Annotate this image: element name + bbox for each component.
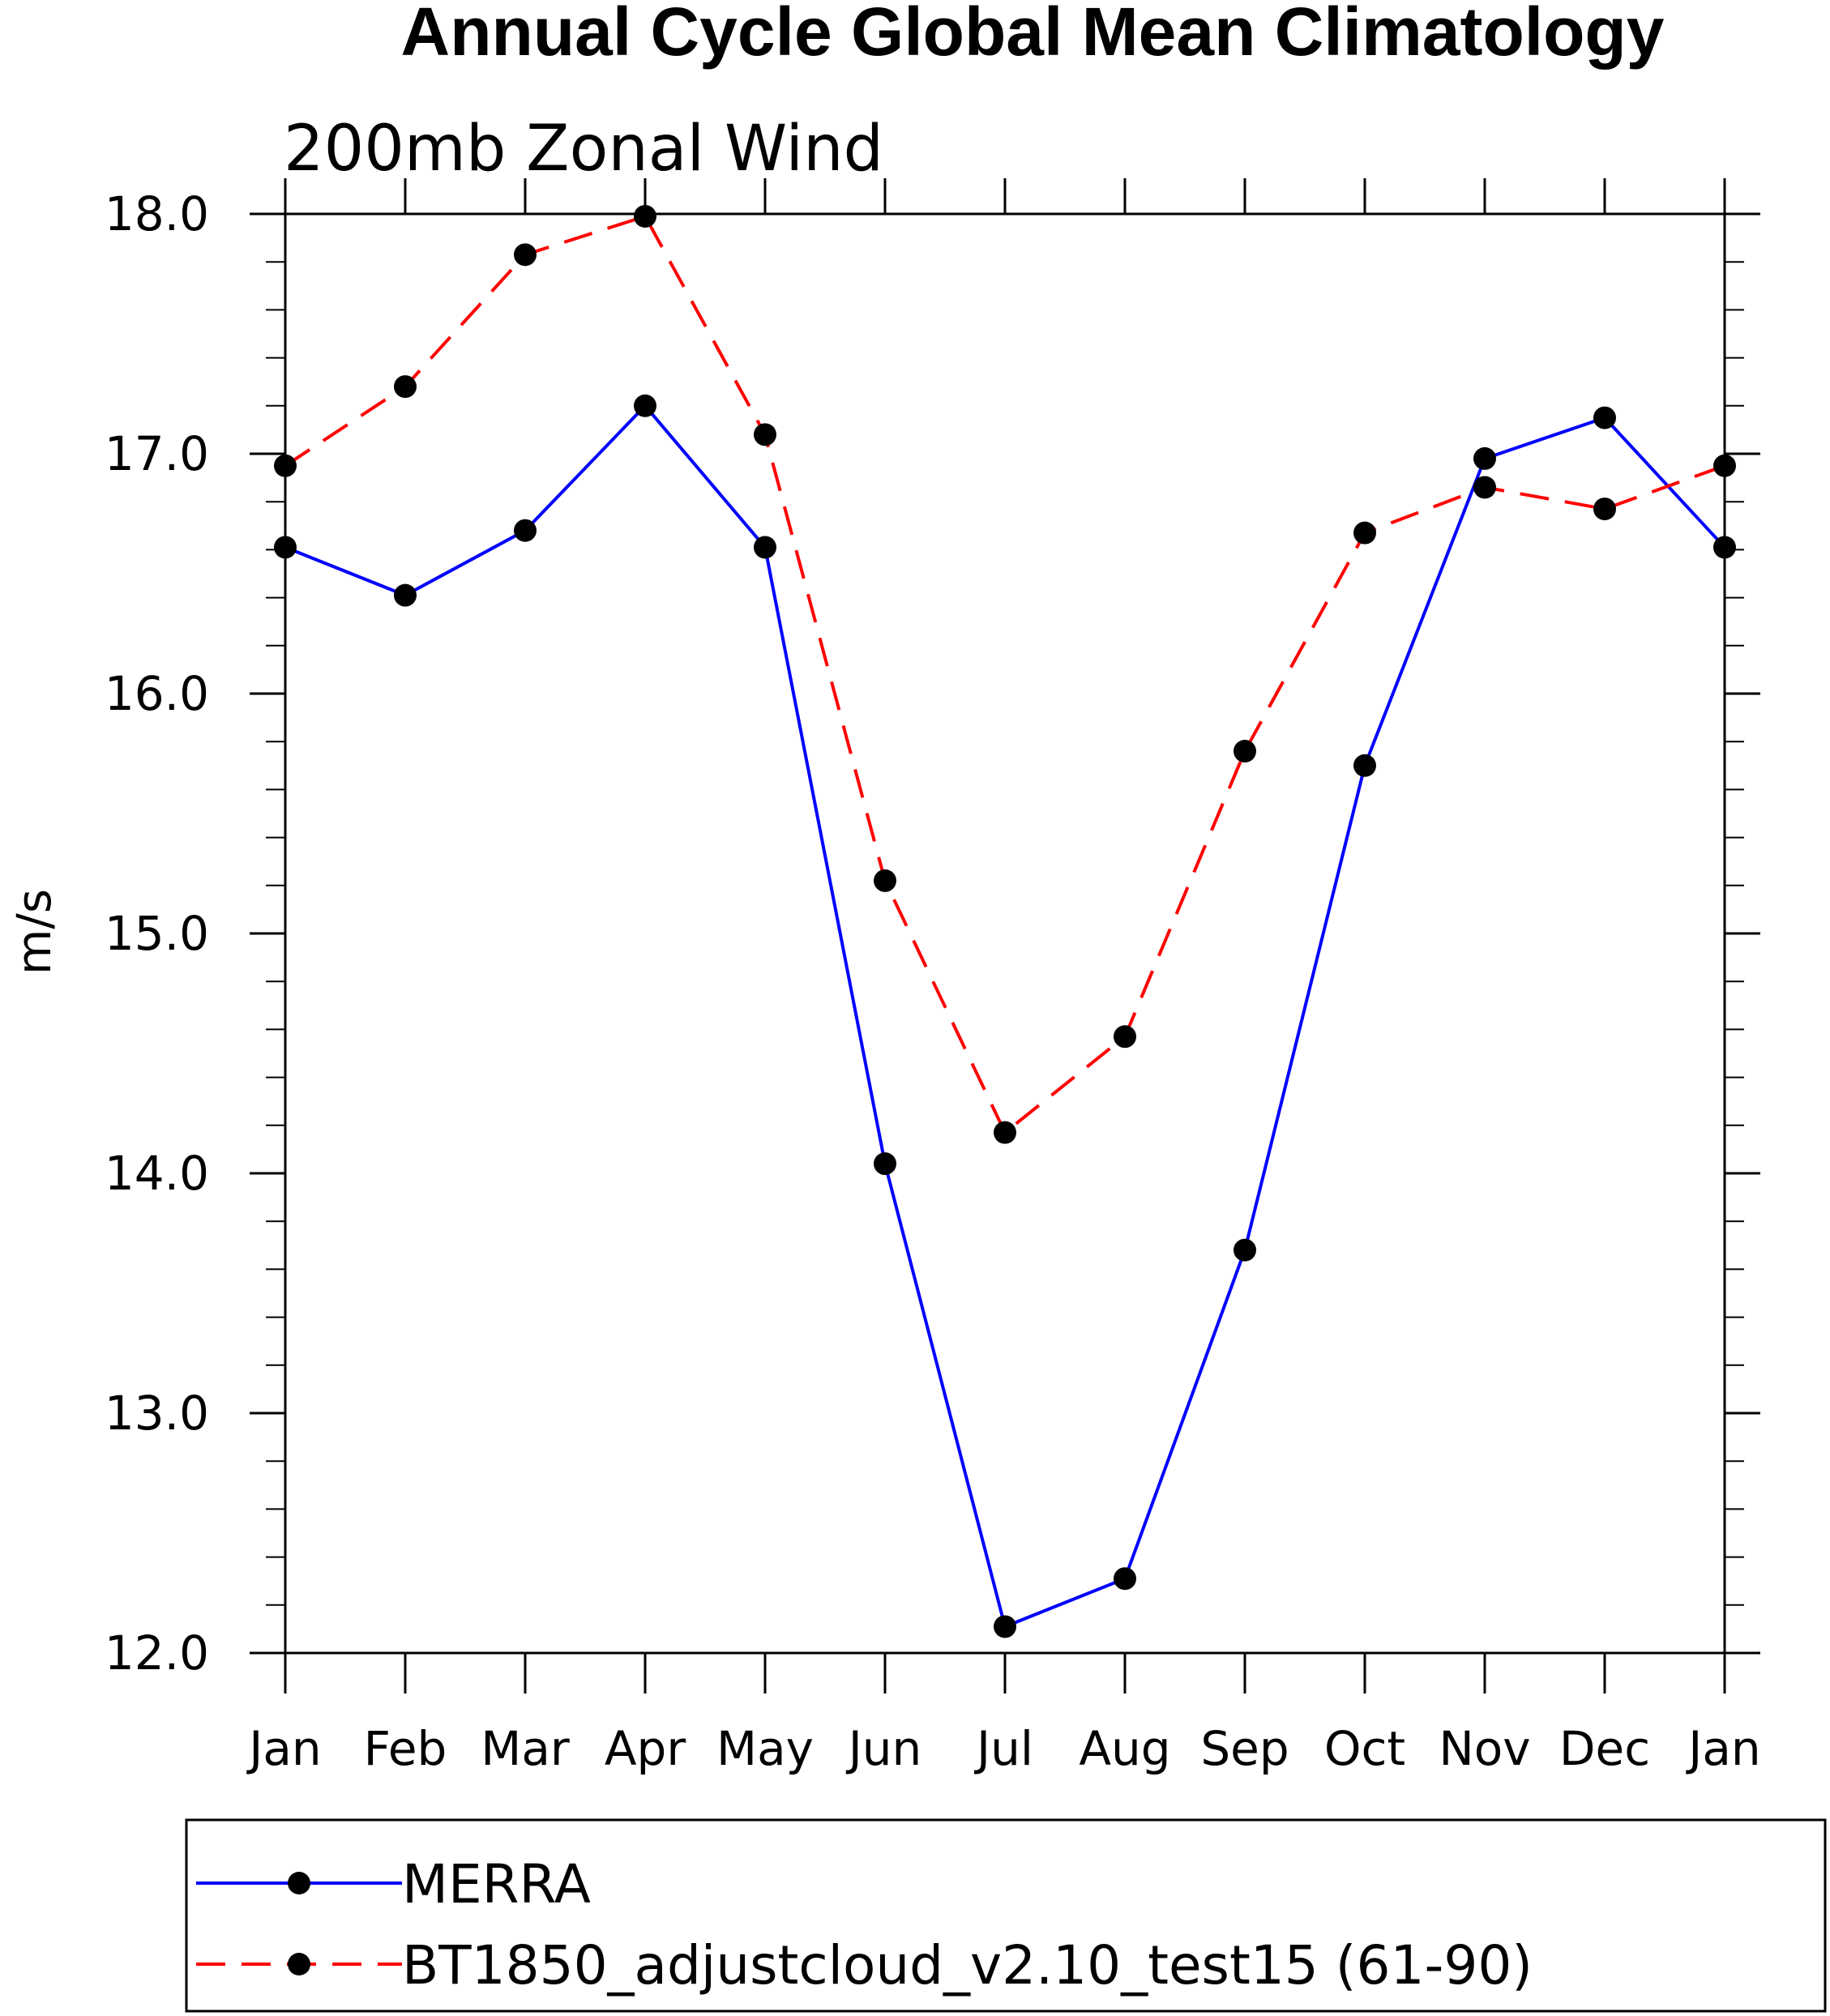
chart-title: Annual Cycle Global Mean Climatology — [401, 0, 1665, 70]
data-point — [1593, 406, 1616, 429]
data-point — [394, 375, 417, 399]
data-point — [1114, 1567, 1136, 1591]
x-tick-label: Jan — [1686, 1721, 1760, 1776]
data-point — [1234, 1238, 1256, 1262]
y-tick-label: 14.0 — [105, 1146, 209, 1201]
data-point — [1234, 740, 1256, 763]
x-tick-label: May — [716, 1721, 814, 1776]
data-point — [1114, 1025, 1136, 1049]
x-tick-label: Sep — [1200, 1721, 1289, 1776]
data-point — [1713, 454, 1736, 477]
data-point — [874, 1152, 896, 1176]
data-point — [1353, 754, 1376, 777]
data-point — [514, 519, 537, 542]
legend-marker — [288, 1872, 310, 1894]
x-tick-label: Jun — [846, 1721, 922, 1776]
chart-subtitle: 200mb Zonal Wind — [284, 113, 883, 186]
data-point — [1473, 446, 1496, 470]
series-line — [284, 214, 1725, 1135]
data-point — [394, 583, 417, 607]
legend-marker — [288, 1953, 310, 1975]
series-2 — [274, 204, 1736, 1144]
data-point — [634, 394, 656, 417]
data-point — [874, 869, 896, 892]
x-tick-label: Feb — [364, 1721, 447, 1776]
x-tick-label: Jan — [246, 1721, 321, 1776]
data-point — [1713, 536, 1736, 559]
data-point — [754, 536, 776, 559]
legend-label: MERRA — [402, 1853, 591, 1916]
legend: MERRA BT1850_adjustcloud_v2.10_test15 (61… — [185, 1818, 1827, 2013]
data-point — [754, 423, 776, 446]
plot-axes: Jan Feb Mar Apr May Jun Jul Aug Sep Oct Nov Dec Jan 1… — [105, 178, 1761, 1776]
series-layer — [274, 204, 1736, 1638]
data-point — [994, 1121, 1016, 1144]
y-tick-label: 13.0 — [105, 1386, 209, 1441]
y-tick-label: 17.0 — [105, 426, 209, 481]
data-point — [514, 243, 537, 267]
y-tick-label: 16.0 — [105, 666, 209, 721]
y-axis-label: m/s — [6, 889, 62, 975]
data-point — [274, 536, 297, 559]
legend-label: BT1850_adjustcloud_v2.10_test15 (61-90) — [402, 1934, 1533, 1997]
series-1 — [274, 394, 1736, 1638]
x-tick-label: Oct — [1324, 1721, 1405, 1776]
data-point — [1353, 521, 1376, 545]
y-tick-label: 18.0 — [105, 186, 209, 241]
x-tick-label: Apr — [605, 1721, 686, 1776]
x-tick-label: Mar — [481, 1721, 570, 1776]
data-point — [274, 454, 297, 477]
data-point — [1593, 498, 1616, 521]
x-tick-label: Nov — [1439, 1721, 1530, 1776]
data-point — [1473, 476, 1496, 499]
y-tick-label: 12.0 — [105, 1625, 209, 1681]
data-point — [634, 204, 656, 228]
y-tick-label: 15.0 — [105, 906, 209, 961]
legend-box — [185, 1818, 1827, 2013]
x-tick-label: Dec — [1559, 1721, 1650, 1776]
series-line — [284, 403, 1726, 1629]
plot-frame — [284, 212, 1726, 1655]
data-point — [994, 1615, 1016, 1638]
x-tick-label: Aug — [1079, 1721, 1170, 1776]
x-tick-label: Jul — [974, 1721, 1033, 1776]
